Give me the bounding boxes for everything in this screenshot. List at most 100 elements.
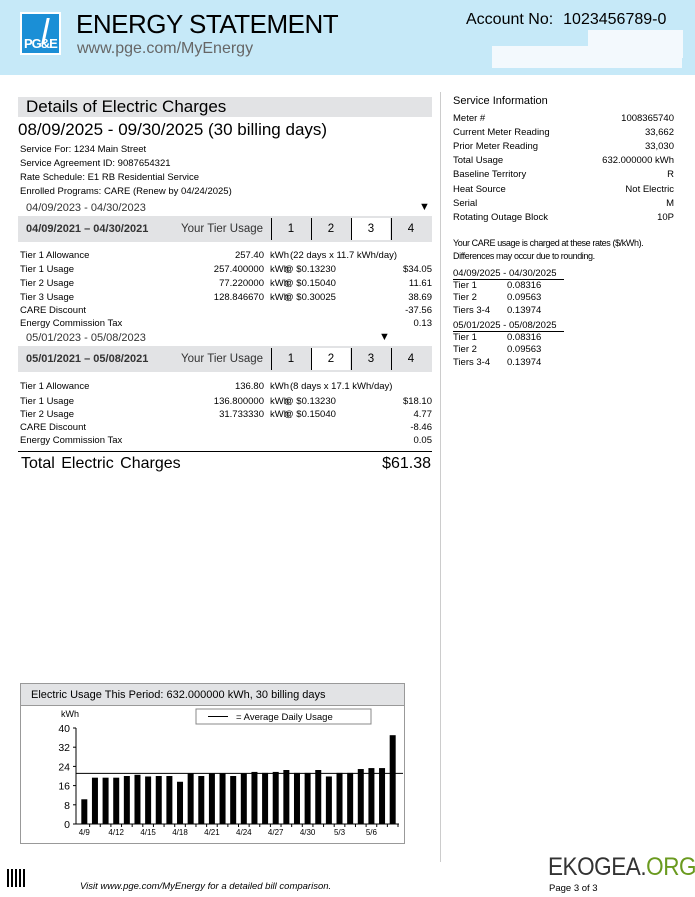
bar-4/9 [81,799,88,824]
charge-rate: @ $0.15040 [284,278,336,289]
rate-tier: Tier 2 [453,344,477,356]
charge-row: Tier 1 Allowance 257.40 kWh (22 days x 1… [20,250,432,262]
chart-title: Electric Usage This Period: 632.000000 k… [21,684,404,706]
service-info-row: Current Meter Reading 33,662 [453,127,674,139]
bar-4/19 [187,773,194,824]
rate-value: 0.09563 [507,292,542,304]
header-url[interactable]: www.pge.com/MyEnergy [77,40,254,57]
charge-label: Tier 1 Allowance [20,250,90,261]
rate-row: Tier 2 0.09563 [453,344,573,355]
rate-tier: Tiers 3-4 [453,304,491,316]
rate-row: Tier 1 0.08316 [453,280,573,291]
charge-label: CARE Discount [20,422,86,433]
info-label: Current Meter Reading [453,127,550,139]
bar-4/29 [293,772,300,824]
bar-4/18 [177,781,184,824]
current-tier-marker-icon: ▼ [419,201,430,213]
charge-row: Tier 1 Usage 136.800000 kWh @ $0.13230 $… [20,396,432,408]
your-tier-usage-label: Your Tier Usage [181,353,264,365]
total-label: Total Electric Charges [21,455,181,472]
total-divider [18,451,432,452]
charge-rate: @ $0.30025 [284,292,336,303]
charge-qty: 136.80 [234,381,264,392]
charge-rate: @ $0.13230 [284,396,336,407]
charge-label: Energy Commission Tax [20,435,123,446]
legend-box [195,708,372,725]
charge-row: CARE Discount -8.46 [20,422,432,434]
info-label: Baseline Territory [453,169,527,181]
y-tick-label: 16 [58,781,70,793]
bar-4/28 [283,770,290,824]
charge-row: Tier 2 Usage 77.220000 kWh @ $0.15040 11… [20,278,432,290]
billing-period: 08/09/2025 - 09/30/2025 (30 billing days… [18,120,328,139]
x-tick-label: 4/30 [300,828,316,837]
y-tick-label: 0 [64,819,70,831]
charge-amount: 0.05 [413,435,433,446]
charge-amount: 0.13 [413,318,433,329]
tier-cell-1: 1 [271,348,310,370]
tier-cell-1: 1 [271,218,310,240]
charge-unit: kWh [270,250,289,261]
service-info-title: Service Information [453,95,548,107]
rate-value: 0.13974 [507,304,542,316]
info-label: Serial [453,197,478,209]
info-label: Meter # [453,113,486,124]
x-tick-label: 4/15 [140,828,156,837]
charge-row: Tier 2 Usage 31.733330 kWh @ $0.15040 4.… [20,409,432,421]
bar-4/25 [251,771,258,824]
info-value: Not Electric [625,183,674,195]
info-value: R [667,169,674,181]
info-value: 10P [657,211,674,223]
bar-5/1 [315,770,322,824]
bar-5/4 [347,772,354,824]
enrolled-programs: Enrolled Programs: CARE (Renew by 04/24/… [20,186,232,197]
charge-unit: kWh [270,409,289,420]
info-value: 33,030 [644,141,674,153]
x-tick-label: 4/24 [236,828,252,837]
rate-value: 0.09563 [507,344,542,356]
tier-cell-4: 4 [391,218,430,240]
bar-4/13 [123,776,130,824]
charge-amount: -8.46 [410,422,432,433]
bar-4/23 [230,776,237,824]
tier-usage-bar: 05/01/2021 – 05/08/2021 05/01/2023 - 05/… [18,332,432,372]
info-label: Rotating Outage Block [453,211,549,223]
rate-period: 05/01/2025 - 05/08/2025 [453,320,564,332]
rate-tier: Tier 2 [453,292,477,304]
x-tick-label: 4/21 [204,828,220,837]
tier-cell-2: 2 [311,348,350,370]
total-value: $61.38 [382,455,431,472]
service-info-row: Total Usage 632.000000 kWh [453,155,674,167]
y-axis-label: kWh [61,709,79,719]
tier-cell-4: 4 [391,348,430,370]
charge-label: Tier 1 Usage [20,264,75,275]
tier-period-dates-overlay: 04/09/2023 - 04/30/2023 [26,202,146,214]
x-tick-label: 4/27 [268,828,284,837]
y-tick-label: 24 [58,761,70,773]
service-info-row: Serial M [453,198,674,210]
details-title: Details of Electric Charges [18,97,432,117]
page-number: Page 3 of 3 [549,883,598,894]
charge-amount: 11.61 [408,278,432,289]
y-tick-label: 32 [58,742,70,754]
bar-5/7 [379,768,386,824]
info-value: M [666,197,674,209]
charge-label: Tier 3 Usage [20,292,75,303]
charge-qty: 31.733330 [219,409,264,420]
service-info-row: Meter # 1008365740 [453,113,674,125]
info-label: Prior Meter Reading [453,141,539,153]
y-tick-label: 8 [64,800,70,812]
charge-rate: (22 days x 11.7 kWh/day) [290,250,398,261]
charge-qty: 257.400000 [213,264,264,275]
charge-amount: 38.69 [408,292,432,303]
service-info-row: Rotating Outage Block 10P [453,212,674,224]
charge-qty: 257.40 [234,250,264,261]
rate-period: 04/09/2025 - 04/30/2025 [453,268,564,280]
charge-row: Energy Commission Tax 0.13 [20,318,432,330]
charge-unit: kWh [270,264,289,275]
your-tier-usage-label: Your Tier Usage [181,223,264,235]
watermark-logo: EKOGEA.ORG [548,853,695,881]
bar-5/2 [325,776,332,824]
charge-row: Energy Commission Tax 0.05 [20,435,432,447]
x-tick-label: 4/9 [79,828,91,837]
